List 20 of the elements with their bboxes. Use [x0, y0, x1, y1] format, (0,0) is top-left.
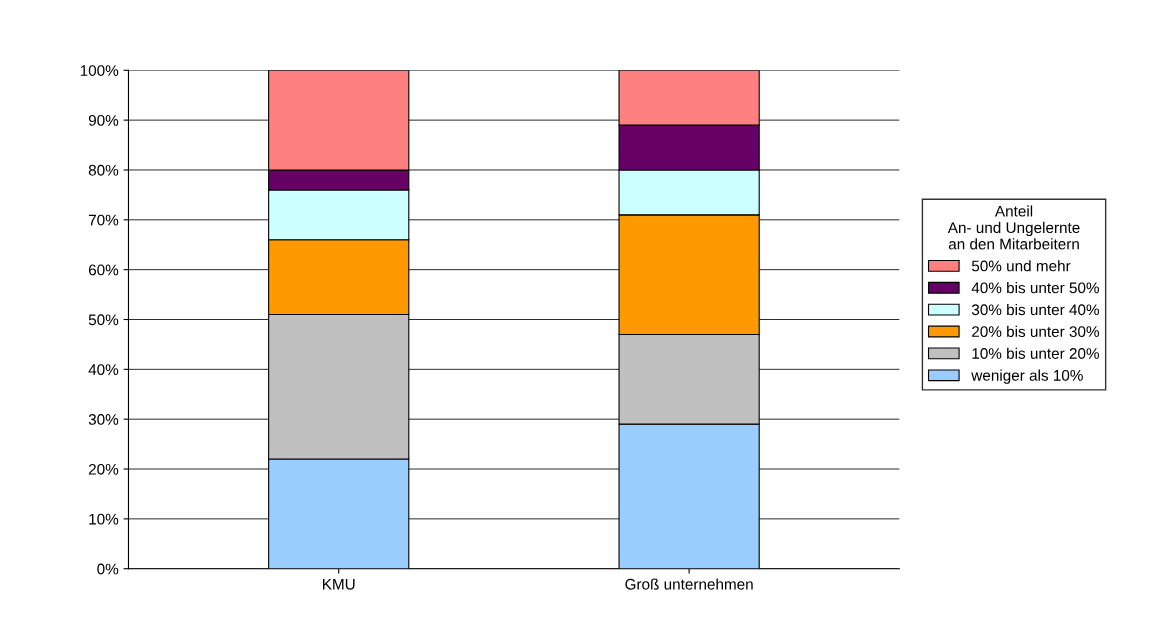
y-tick-label: 30%	[88, 414, 119, 425]
x-tick-label: KMU	[323, 578, 355, 590]
y-tick-label: 60%	[88, 264, 119, 276]
legend-label: weniger als 10%	[971, 369, 1083, 384]
legend-label: 10% bis unter 20%	[972, 347, 1099, 359]
y-tick-label: 100%	[80, 65, 119, 76]
y-tick-label: 50%	[88, 314, 119, 326]
legend-label: 30% bis unter 40%	[971, 303, 1099, 316]
y-tick-label: 80%	[88, 164, 119, 176]
legend-label: 50% und mehr	[971, 260, 1071, 272]
legend-label: 40% bis unter 50%	[971, 282, 1099, 294]
y-tick-label: 40%	[88, 364, 119, 376]
legend-label: 20% bis unter 30%	[972, 325, 1099, 338]
y-tick-label: 70%	[88, 214, 119, 226]
y-tick-label: 0%	[97, 563, 119, 575]
legend-title: Anteil An- und Ungelernte an den Mitarbeitern	[947, 205, 1080, 250]
y-tick-label: 20%	[88, 463, 119, 475]
y-tick-label: 90%	[88, 115, 119, 126]
y-tick-label: 10%	[89, 513, 119, 525]
x-tick-label: Groß unternehmen	[625, 578, 753, 590]
